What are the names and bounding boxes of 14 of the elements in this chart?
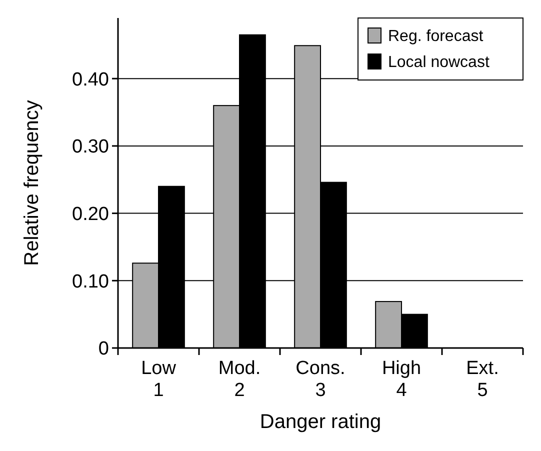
- x-tick-label: Mod. 2: [218, 358, 261, 401]
- y-axis-title: Relative frequency: [21, 100, 43, 266]
- y-tick-label: 0.30: [72, 136, 109, 158]
- y-tick-label: 0.20: [72, 204, 109, 225]
- y-tick-label: 0.10: [72, 271, 109, 292]
- legend-label: Local nowcast: [388, 54, 490, 71]
- legend-label: Reg. forecast: [388, 28, 484, 45]
- x-axis-title: Danger rating: [260, 411, 382, 433]
- y-tick-label: 0: [98, 338, 109, 360]
- x-tick-label: Low 1: [141, 358, 176, 401]
- x-tick-label: Cons. 3: [296, 358, 346, 401]
- x-tick-label: High 4: [382, 358, 422, 401]
- x-tick-label: Ext. 5: [466, 358, 499, 401]
- y-tick-label: 0.40: [72, 69, 109, 90]
